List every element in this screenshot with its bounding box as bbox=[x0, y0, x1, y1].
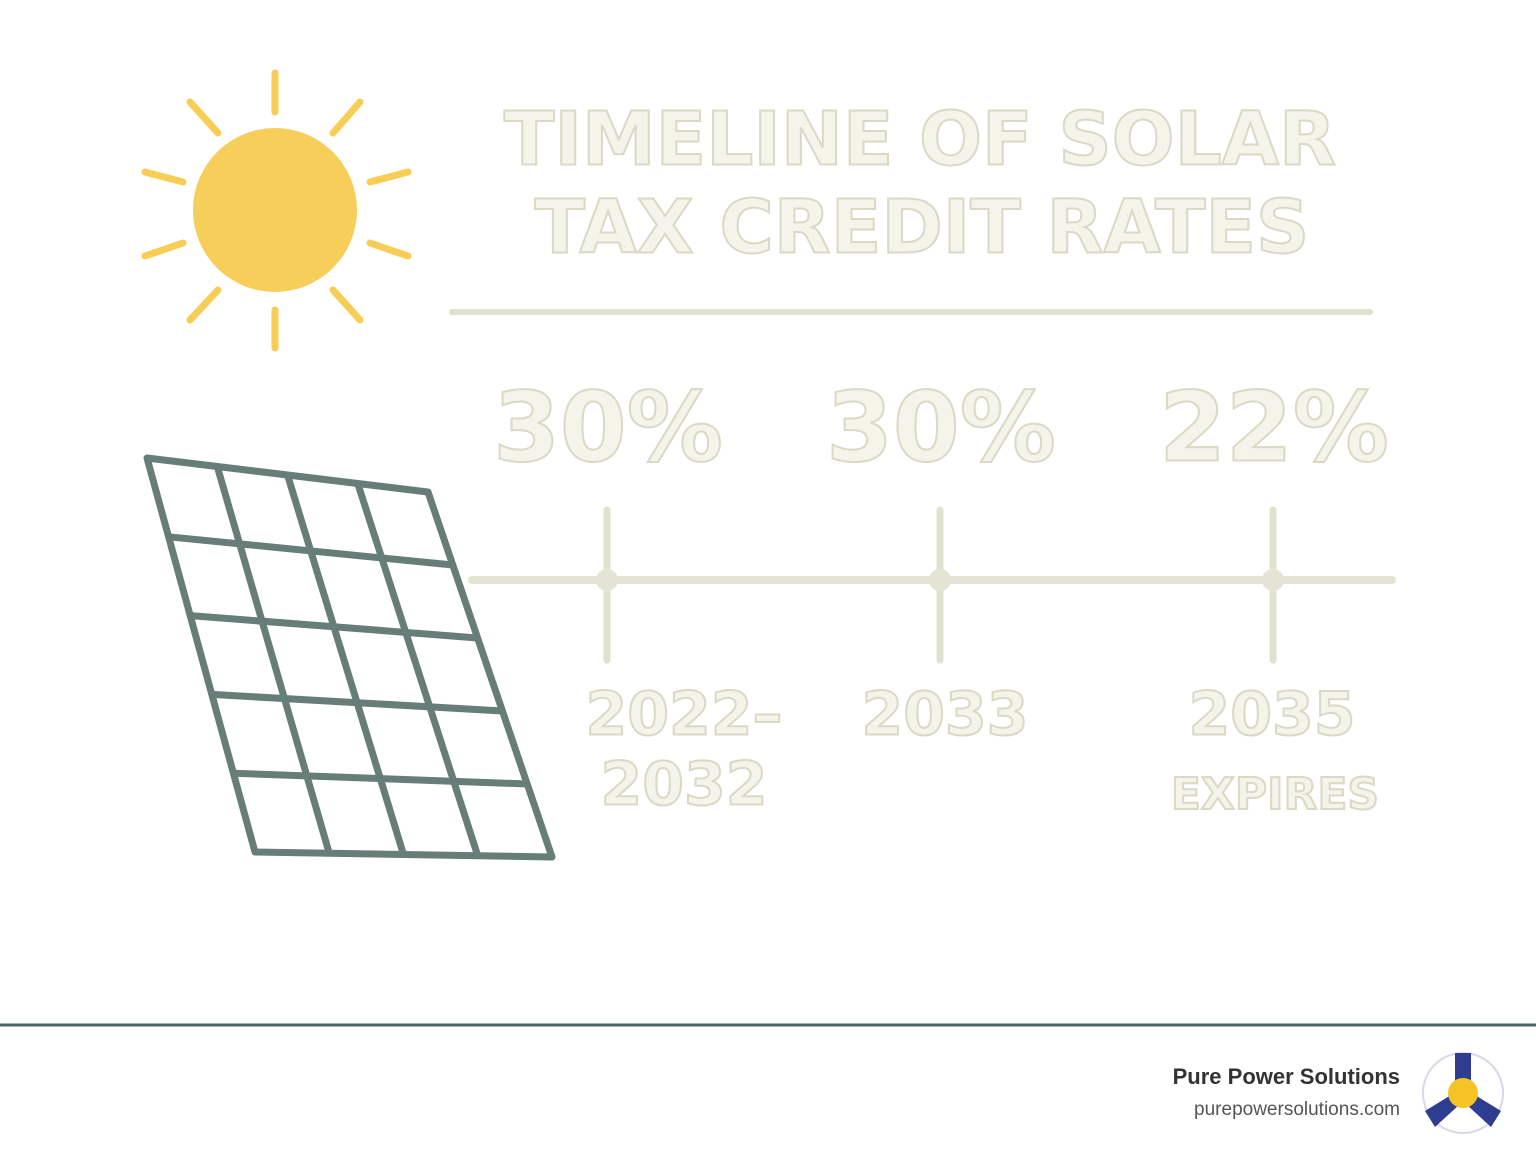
title: TIMELINE OF SOLAR TAX CREDIT RATES bbox=[503, 96, 1337, 272]
timeline-dot bbox=[929, 569, 951, 591]
rate: 22% bbox=[1159, 371, 1389, 483]
year: 2022– bbox=[586, 680, 783, 750]
year: 2035 bbox=[1189, 680, 1356, 750]
year: 2032 bbox=[601, 750, 768, 820]
panel-col bbox=[354, 482, 482, 857]
timeline-dot bbox=[1262, 569, 1284, 591]
logo bbox=[1422, 1052, 1504, 1134]
panel-col bbox=[213, 465, 333, 855]
year: 2033 bbox=[862, 680, 1029, 750]
panel-col bbox=[284, 473, 407, 856]
rate: 30% bbox=[493, 371, 723, 483]
sun bbox=[141, 69, 412, 352]
rate: 30% bbox=[826, 371, 1056, 483]
title-line: TIMELINE OF SOLAR bbox=[504, 97, 1336, 183]
timeline-dot bbox=[596, 569, 618, 591]
title-line: TAX CREDIT RATES bbox=[535, 185, 1310, 271]
note: EXPIRES bbox=[1171, 769, 1379, 820]
website: purepowersolutions.com bbox=[1194, 1099, 1400, 1120]
solar-panel bbox=[143, 454, 556, 861]
company-name: Pure Power Solutions bbox=[1173, 1064, 1400, 1089]
panel-frame bbox=[143, 454, 556, 861]
timeline-items: 30% 2022–2032 30% 2033 22% 2035 EXPIRES bbox=[492, 370, 1390, 821]
